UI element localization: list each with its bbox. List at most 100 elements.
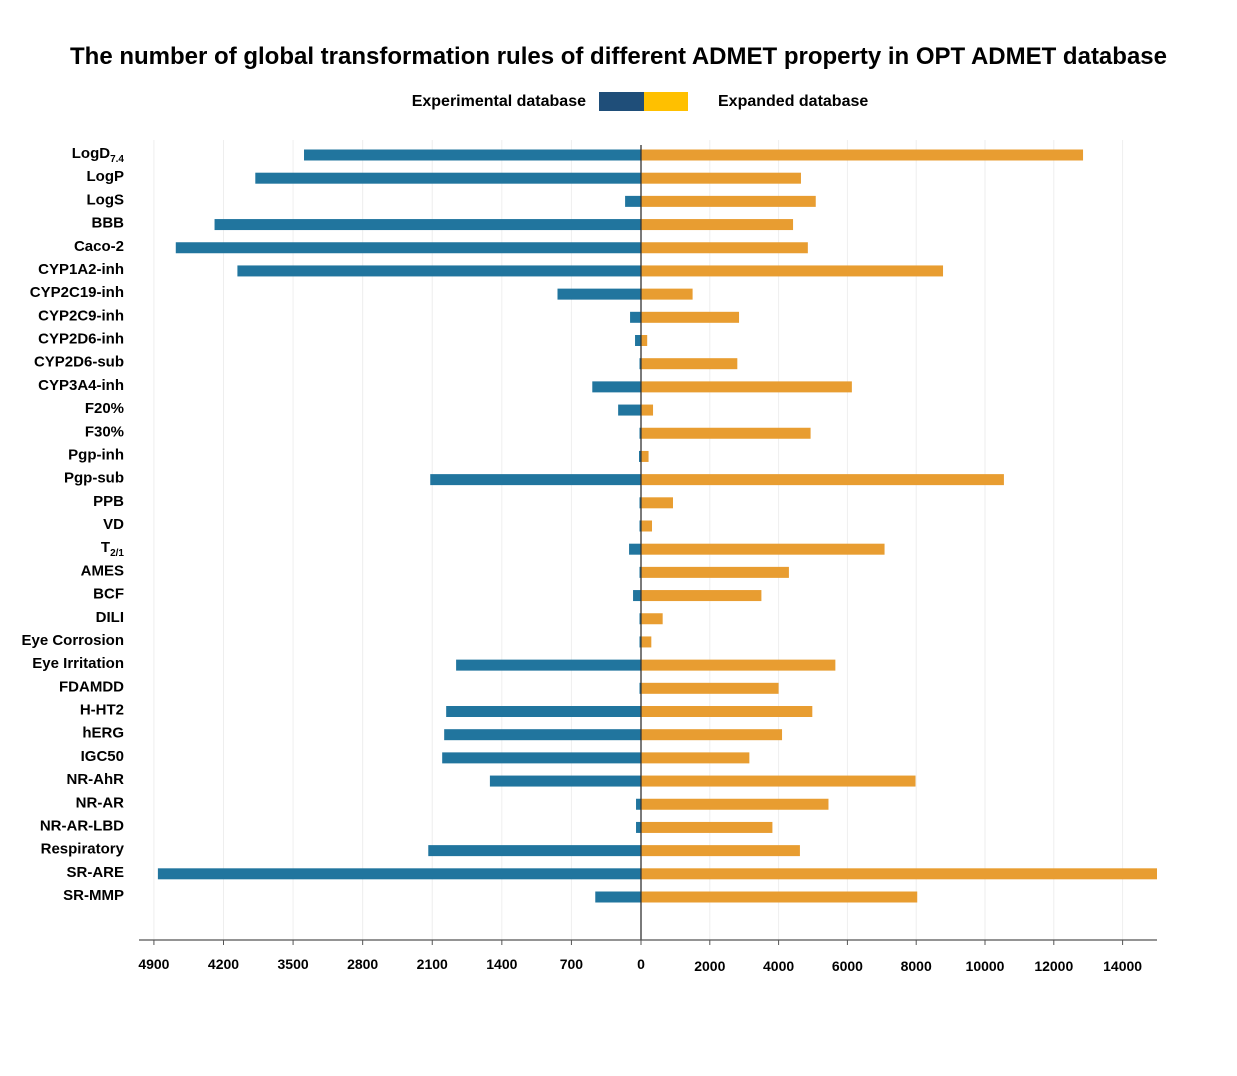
tick-label-right: 8000 xyxy=(901,958,932,974)
bar-expanded xyxy=(641,149,1084,161)
gridlines xyxy=(153,140,1124,940)
bar-expanded xyxy=(641,821,773,833)
bar-experimental xyxy=(639,358,641,370)
bar-experimental xyxy=(430,474,641,486)
bar-experimental xyxy=(592,381,641,393)
tick-label-left: 2800 xyxy=(347,956,378,972)
bar-experimental xyxy=(255,172,642,184)
tick-label-left: 3500 xyxy=(278,956,309,972)
bar-expanded xyxy=(641,752,750,764)
category-label: CYP2C9-inh xyxy=(38,307,124,324)
bar-expanded xyxy=(641,242,808,254)
bar-experimental xyxy=(639,636,641,648)
bar-expanded xyxy=(641,450,649,462)
bar-expanded xyxy=(641,566,789,578)
tick-label-left: 0 xyxy=(637,956,645,972)
bar-expanded xyxy=(641,636,652,648)
bar-experimental xyxy=(595,891,641,903)
category-label: IGC50 xyxy=(81,748,124,765)
bar-expanded xyxy=(641,845,800,857)
legend-swatch-expanded xyxy=(644,92,688,111)
bar-expanded xyxy=(641,219,794,231)
category-label: hERG xyxy=(82,725,124,742)
bar-experimental xyxy=(639,497,641,509)
tick-label-left: 700 xyxy=(560,956,584,972)
bar-experimental xyxy=(428,845,641,857)
category-label: Pgp-sub xyxy=(64,470,124,487)
bar-expanded xyxy=(641,613,663,625)
category-label: BBB xyxy=(92,215,125,232)
bar-expanded xyxy=(641,311,740,323)
bar-expanded xyxy=(641,868,1157,880)
legend: Experimental database Expanded database xyxy=(0,91,1237,113)
bar-experimental xyxy=(618,404,641,416)
category-label: T2/1 xyxy=(101,539,125,559)
tick-label-right: 12000 xyxy=(1034,958,1073,974)
category-label: FDAMDD xyxy=(59,678,124,695)
category-label: BCF xyxy=(93,586,124,603)
category-labels: LogD7.4 LogP LogS BBB Caco-2 CYP1A2-inh CYP2C1… xyxy=(21,145,124,904)
bar-expanded xyxy=(641,335,648,346)
bar-experimental xyxy=(557,288,641,300)
category-label: NR-AR xyxy=(76,794,124,811)
bar-experimental xyxy=(636,798,641,810)
chart-title: The number of global transformation rule… xyxy=(70,43,1167,70)
bar-experimental xyxy=(304,149,641,161)
category-label: VD xyxy=(103,516,124,533)
tick-label-right: 14000 xyxy=(1103,958,1142,974)
bar-expanded xyxy=(641,729,783,741)
tick-label-left: 4900 xyxy=(138,956,169,972)
bar-expanded xyxy=(641,590,762,602)
bar-expanded xyxy=(641,706,813,717)
category-label: SR-ARE xyxy=(66,864,124,881)
bar-expanded xyxy=(641,265,944,277)
bar-expanded xyxy=(641,659,836,671)
category-label: LogD7.4 xyxy=(72,145,125,165)
bar-experimental xyxy=(639,520,641,532)
bar-experimental xyxy=(625,195,641,207)
bar-experimental xyxy=(639,682,641,694)
category-label: Pgp-inh xyxy=(68,446,124,463)
category-label: PPB xyxy=(93,493,124,510)
category-label: NR-AhR xyxy=(67,771,125,788)
bar-expanded xyxy=(641,474,1004,486)
tick-label-right: 4000 xyxy=(763,958,794,974)
tick-label-left: 4200 xyxy=(208,956,239,972)
axes: 4900 4200 3500 2800 2100 1400 700 0 2000 4000 6000… xyxy=(138,145,1157,974)
bar-experimental xyxy=(442,752,641,764)
bar-experimental xyxy=(636,821,641,833)
category-label: CYP1A2-inh xyxy=(38,261,124,278)
category-label: LogP xyxy=(87,168,125,185)
bar-expanded xyxy=(641,775,916,787)
tick-label-left: 2100 xyxy=(417,956,448,972)
legend-swatch-experimental xyxy=(599,92,644,111)
bar-experimental xyxy=(629,543,641,555)
category-label: Eye Irritation xyxy=(32,655,124,672)
category-label: Respiratory xyxy=(41,841,125,858)
bar-experimental xyxy=(639,566,641,578)
tick-label-right: 2000 xyxy=(694,958,725,974)
bar-experimental xyxy=(456,659,641,671)
bar-expanded xyxy=(641,427,811,439)
bar-expanded xyxy=(641,172,801,184)
bar-experimental xyxy=(444,729,641,741)
bar-experimental xyxy=(633,590,641,602)
category-label: F20% xyxy=(85,400,124,417)
category-label: DILI xyxy=(96,609,124,626)
bar-experimental xyxy=(157,868,641,880)
legend-label-experimental: Experimental database xyxy=(411,93,586,110)
tick-label-right: 10000 xyxy=(966,958,1005,974)
bar-experimental xyxy=(635,335,641,346)
legend-label-expanded: Expanded database xyxy=(718,93,869,110)
tick-label-left: 1400 xyxy=(486,956,517,972)
category-label: Caco-2 xyxy=(74,238,124,255)
bar-experimental xyxy=(639,427,641,439)
category-label: LogS xyxy=(87,191,125,208)
bar-expanded xyxy=(641,891,918,903)
bar-experimental xyxy=(639,613,641,625)
category-label: NR-AR-LBD xyxy=(40,817,124,834)
category-label: H-HT2 xyxy=(80,702,124,719)
bar-expanded xyxy=(641,404,654,416)
bar-experimental xyxy=(489,775,641,787)
